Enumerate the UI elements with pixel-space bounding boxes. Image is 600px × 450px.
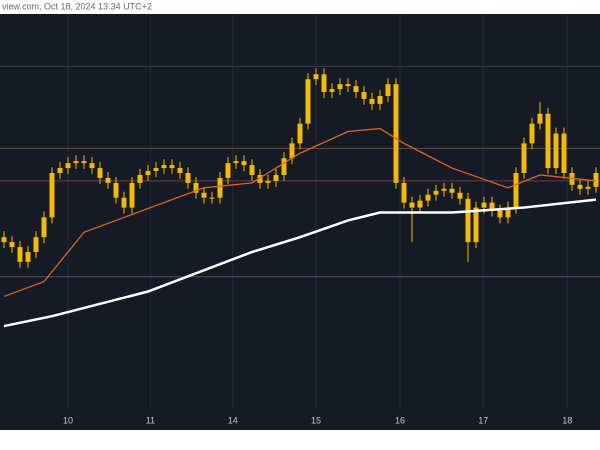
candle-body	[369, 98, 375, 104]
x-tick-label: 10	[63, 415, 73, 425]
candle-body	[105, 177, 111, 183]
candle-body	[161, 165, 167, 169]
candle-body	[417, 200, 423, 208]
candle-body	[393, 84, 399, 183]
candle-body	[49, 173, 55, 218]
candle-body	[241, 161, 247, 166]
candle-body	[361, 92, 367, 99]
candle-body	[457, 192, 463, 199]
candle-body	[113, 182, 119, 198]
candle-body	[145, 171, 151, 175]
candle-body	[577, 184, 583, 189]
x-tick-label: 11	[146, 415, 155, 425]
candle-body	[65, 163, 71, 169]
candle-body	[137, 174, 143, 183]
candle-body	[1, 237, 7, 243]
candle-body	[281, 158, 287, 175]
candle-body	[433, 190, 439, 195]
candle-body	[57, 168, 63, 173]
candle-body	[441, 188, 447, 191]
candle-body	[513, 173, 519, 208]
chart-title: view.com, Oct 18, 2024 13:34 UTC+2	[2, 1, 152, 11]
candle-body	[257, 174, 263, 183]
x-tick-label: 14	[228, 415, 238, 425]
candle-body	[401, 182, 407, 203]
candle-body	[25, 252, 31, 262]
moving-average	[3, 127, 597, 298]
x-tick-label: 18	[562, 415, 572, 425]
candle-body	[89, 163, 95, 169]
candle-body	[249, 165, 255, 175]
x-tick-label: 16	[395, 415, 405, 425]
candle-body	[169, 165, 175, 169]
candle-body	[217, 177, 223, 198]
candle-body	[201, 192, 207, 198]
candle-body	[185, 173, 191, 183]
candle-body	[337, 84, 343, 90]
candle-body	[585, 186, 591, 189]
candle-body	[9, 242, 15, 248]
candle-body	[529, 123, 535, 144]
candle-body	[537, 113, 543, 124]
candle-body	[289, 143, 295, 159]
moving-average	[3, 198, 597, 328]
candle-body	[265, 180, 271, 183]
candle-body	[153, 168, 159, 172]
candle-body	[313, 74, 319, 80]
candle-body	[177, 168, 183, 173]
candle-body	[305, 79, 311, 124]
candle-body	[209, 197, 215, 199]
candle-body	[121, 197, 127, 208]
candle-body	[449, 188, 455, 193]
candle-body	[81, 161, 87, 164]
candle-body	[465, 198, 471, 243]
candle-body	[505, 207, 511, 218]
candle-body	[129, 182, 135, 208]
candle-body	[329, 89, 335, 93]
candle-body	[17, 247, 23, 262]
candle-body	[321, 74, 327, 93]
candle-body	[297, 123, 303, 144]
candle-body	[489, 202, 495, 211]
candle-body	[593, 173, 599, 187]
candle-body	[33, 237, 39, 252]
candle-body	[353, 86, 359, 93]
plot-area	[0, 14, 600, 430]
candle-body	[545, 113, 551, 169]
x-tick-label: 17	[478, 415, 488, 425]
x-tick-label: 15	[311, 415, 321, 425]
candle-body	[377, 95, 383, 104]
candle-body	[497, 210, 503, 218]
candle-body	[385, 84, 391, 96]
candle-body	[193, 182, 199, 193]
candle-body	[553, 133, 559, 169]
candle-body	[97, 168, 103, 178]
candle-body	[345, 84, 351, 87]
candle-body	[481, 202, 487, 208]
candle-body	[425, 194, 431, 201]
candle-body	[73, 161, 79, 164]
candle-body	[233, 161, 239, 164]
candle-body	[225, 163, 231, 178]
candle-body	[409, 202, 415, 208]
candle-body	[273, 174, 279, 181]
candle-body	[561, 133, 567, 173]
candle-body	[41, 217, 47, 238]
candle-body	[473, 207, 479, 243]
candle-body	[521, 143, 527, 173]
